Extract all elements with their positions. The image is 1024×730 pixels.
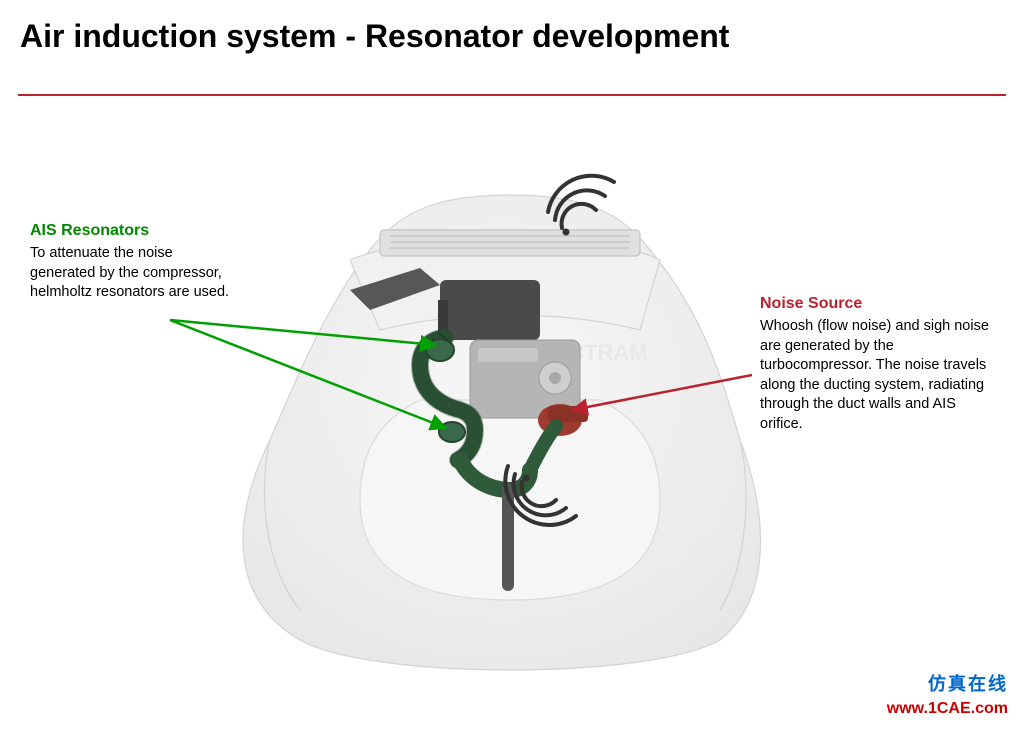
sound-waves-icon [505,466,576,525]
page-title: Air induction system - Resonator develop… [20,18,729,55]
footer-brand-cn: 仿真在线 [928,670,1008,696]
footer-url: www.1CAE.com [887,700,1008,718]
car-body-outline [243,195,761,670]
slide: Air induction system - Resonator develop… [0,0,1024,730]
induction-ducts [420,332,556,585]
watermark-text: ACTRAM [552,340,647,365]
arrow-green [170,320,446,428]
engine-block [470,340,580,418]
airbox [350,268,540,340]
callout-body: To attenuate the noise generated by the … [30,244,240,303]
callout-body: Whoosh (flow noise) and sigh noise are g… [760,317,995,434]
sound-waves-icon [548,176,614,236]
callout-noise-source: Noise Source Whoosh (flow noise) and sig… [760,295,995,434]
arrow-red [572,375,752,410]
title-divider [18,94,1006,96]
turbocompressor [538,404,588,436]
callout-heading: Noise Source [760,295,995,313]
callout-heading: AIS Resonators [30,222,240,240]
callout-ais-resonators: AIS Resonators To attenuate the noise ge… [30,222,240,303]
